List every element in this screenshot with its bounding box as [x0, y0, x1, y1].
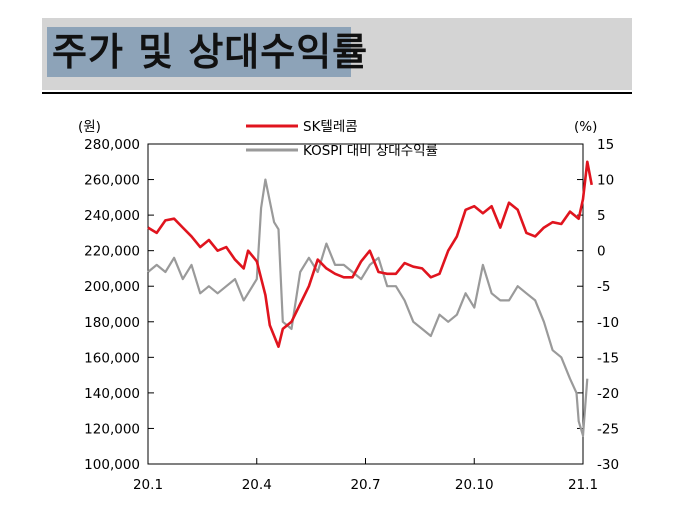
page-title: 주가 및 상대수익률 [52, 30, 369, 74]
x-tick-label: 20.4 [242, 477, 272, 493]
right-tick-label: -5 [597, 279, 610, 295]
left-tick-label: 260,000 [84, 173, 140, 189]
left-tick-label: 140,000 [84, 386, 140, 402]
x-tick-label: 20.7 [350, 477, 380, 493]
right-tick-label: -20 [597, 386, 619, 402]
legend: SK텔레콤 KOSPI 대비 상대수익률 [246, 119, 438, 159]
right-tick-label: 5 [597, 208, 606, 224]
right-tick-label: -10 [597, 315, 619, 331]
series-line-kospi [147, 178, 589, 437]
legend-label-kospi: KOSPI 대비 상대수익률 [303, 143, 438, 159]
title-underline [42, 92, 632, 94]
x-tick-label: 20.1 [133, 477, 163, 493]
title-highlight [47, 27, 351, 77]
left-tick-label: 120,000 [84, 421, 140, 437]
right-tick-label: -30 [597, 457, 619, 473]
left-axis-ticks: 280,000 260,000 240,000 220,000 200,000 180,0… [84, 137, 154, 473]
left-tick-label: 160,000 [84, 350, 140, 366]
right-tick-label: 0 [597, 244, 606, 260]
left-tick-label: 280,000 [84, 137, 140, 153]
series-layer [147, 160, 593, 437]
left-tick-label: 180,000 [84, 315, 140, 331]
right-tick-label: -15 [597, 350, 619, 366]
left-axis-unit: (원) [78, 119, 101, 135]
left-tick-label: 220,000 [84, 244, 140, 260]
right-axis-unit: (%) [574, 119, 597, 135]
right-axis-ticks: 15 10 5 0 -5 -10 -15 -20 -25 -30 [577, 137, 619, 473]
right-tick-label: 15 [597, 137, 614, 153]
right-tick-label: 10 [597, 173, 614, 189]
left-tick-label: 100,000 [84, 457, 140, 473]
right-tick-label: -25 [597, 421, 619, 437]
left-tick-label: 240,000 [84, 208, 140, 224]
plot-area [147, 143, 584, 465]
left-tick-label: 200,000 [84, 279, 140, 295]
legend-label-sk: SK텔레콤 [303, 119, 358, 135]
plot-border [147, 143, 584, 465]
x-tick-label: 21.1 [568, 477, 598, 493]
x-axis-ticks: 20.1 20.4 20.7 20.10 21.1 [133, 458, 598, 493]
series-line-sk [147, 160, 593, 349]
x-tick-label: 20.10 [455, 477, 494, 493]
